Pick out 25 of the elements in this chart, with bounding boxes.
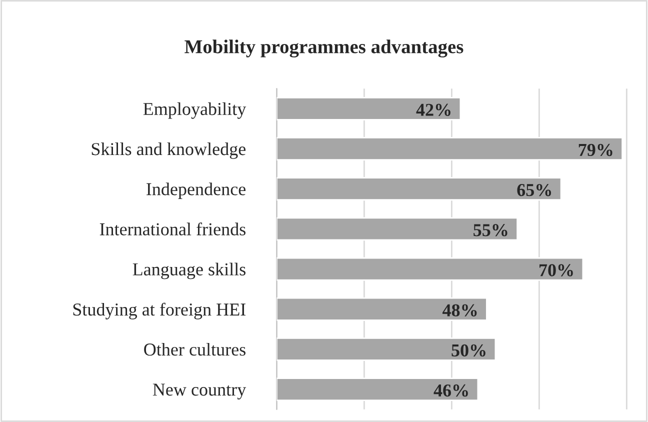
chart-title: Mobility programmes advantages bbox=[184, 40, 464, 58]
y-tick-label: Language skills bbox=[132, 262, 246, 280]
data-label: 50% bbox=[452, 344, 486, 357]
y-tick-label: Skills and knowledge bbox=[92, 142, 246, 159]
bar bbox=[276, 217, 518, 241]
bar bbox=[276, 337, 496, 361]
bar bbox=[276, 297, 488, 321]
y-tick-label: Independence bbox=[146, 182, 246, 199]
y-tick-label: Employability bbox=[143, 102, 246, 119]
bar bbox=[276, 137, 623, 160]
data-label: 65% bbox=[517, 184, 552, 196]
bar bbox=[276, 378, 479, 402]
data-label: 70% bbox=[540, 264, 573, 276]
y-tick-label: Other cultures bbox=[144, 342, 246, 356]
data-label: 55% bbox=[474, 224, 508, 236]
data-label: 42% bbox=[416, 104, 450, 116]
bar bbox=[276, 257, 584, 281]
data-label: 48% bbox=[442, 304, 477, 316]
data-label: 79% bbox=[578, 144, 612, 156]
y-tick-label: International friends bbox=[100, 222, 246, 236]
data-label: 46% bbox=[434, 384, 468, 397]
y-tick-label: New country bbox=[152, 384, 246, 400]
bar bbox=[276, 96, 462, 120]
bar bbox=[276, 177, 562, 201]
y-tick-label: Studying at foreign HEI bbox=[73, 302, 246, 320]
